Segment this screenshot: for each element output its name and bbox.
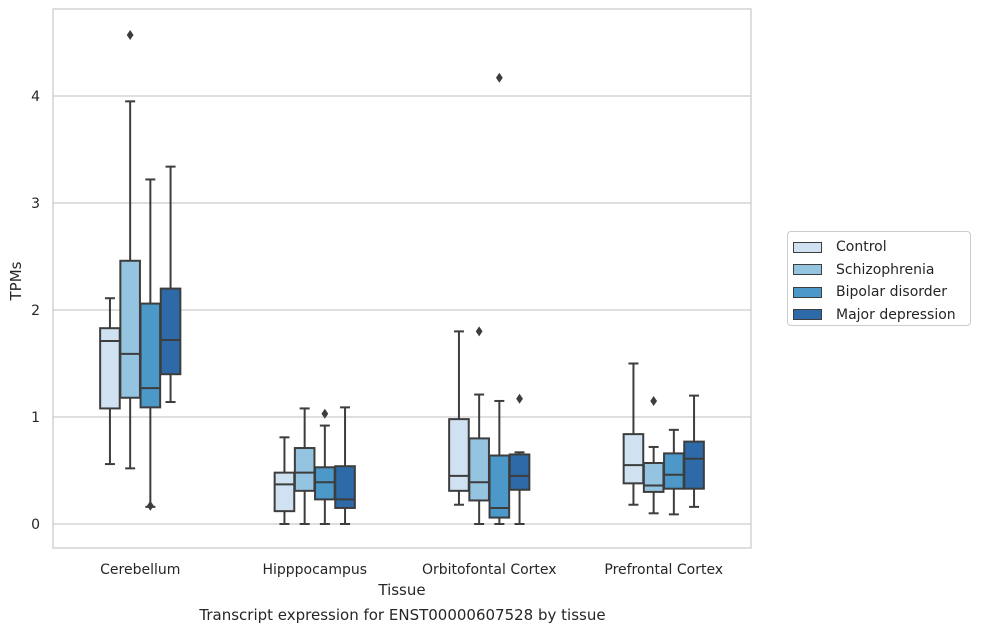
- box-groups: [99, 30, 705, 525]
- x-tick-label: Prefrontal Cortex: [604, 562, 723, 578]
- legend-swatch: [793, 264, 822, 276]
- box-control: [448, 330, 470, 506]
- outlier-marker: [126, 30, 134, 41]
- legend-swatch: [793, 286, 822, 298]
- outlier-marker: [321, 408, 329, 419]
- y-tick-label: 3: [31, 196, 40, 212]
- legend-label: Major depression: [836, 306, 956, 323]
- y-tick-label: 0: [31, 517, 40, 533]
- legend-item: Control: [788, 236, 970, 259]
- box-bipolar-disorder: [488, 72, 511, 525]
- x-tick-label: Cerebellum: [100, 562, 180, 578]
- outlier-marker: [495, 72, 503, 83]
- box-body: [119, 259, 141, 399]
- box-body: [139, 302, 162, 409]
- legend-swatch: [793, 309, 822, 321]
- legend-label: Schizophrenia: [836, 261, 935, 278]
- box-body: [642, 462, 665, 493]
- box-major-depression: [508, 393, 531, 525]
- outlier-marker: [650, 395, 658, 406]
- plot-frame: [52, 8, 752, 549]
- chart-caption: Transcript expression for ENST0000060752…: [199, 606, 606, 624]
- legend-label: Control: [836, 239, 887, 256]
- box-body: [159, 287, 182, 376]
- legend-swatch: [793, 241, 822, 253]
- box-body: [314, 466, 336, 501]
- legend-item: Major depression: [788, 304, 970, 327]
- box-major-depression: [683, 394, 705, 508]
- box-bipolar-disorder: [139, 178, 162, 511]
- legend-item: Schizophrenia: [788, 259, 970, 282]
- box-bipolar-disorder: [314, 408, 336, 525]
- box-body: [334, 465, 356, 509]
- outlier-marker: [146, 500, 154, 511]
- legend-item: Bipolar disorder: [788, 281, 970, 304]
- box-major-depression: [334, 406, 356, 525]
- box-schizophrenia: [119, 30, 141, 470]
- y-tick-labels: 0 1 2 3 4: [31, 89, 40, 533]
- y-axis-label: TPMs: [7, 261, 25, 301]
- legend: Control Schizophrenia Bipolar disorder Majo…: [787, 231, 971, 326]
- box-control: [99, 297, 121, 466]
- x-tick-label: Hipppocampus: [262, 562, 367, 578]
- box-schizophrenia: [468, 326, 490, 525]
- legend-label: Bipolar disorder: [836, 284, 948, 301]
- box-major-depression: [159, 165, 182, 404]
- box-body: [448, 418, 470, 492]
- outlier-marker: [475, 326, 483, 337]
- x-tick-labels: Cerebellum Hipppocampus Orbitofontal Corte…: [100, 562, 723, 578]
- box-body: [683, 440, 705, 490]
- outlier-marker: [516, 393, 523, 404]
- box-schizophrenia: [293, 407, 316, 525]
- box-body: [468, 437, 490, 502]
- box-control: [622, 362, 645, 506]
- box-body: [293, 447, 316, 492]
- box-schizophrenia: [642, 395, 665, 515]
- y-tick-label: 2: [31, 303, 40, 319]
- box-bipolar-disorder: [663, 428, 685, 516]
- y-tick-label: 4: [31, 89, 40, 105]
- y-tick-label: 1: [31, 410, 40, 426]
- box-control: [273, 436, 296, 525]
- box-body: [508, 453, 531, 491]
- box-body: [663, 452, 685, 490]
- box-body: [622, 433, 645, 485]
- x-axis-label: Tissue: [377, 581, 425, 599]
- box-body: [273, 471, 296, 513]
- x-tick-label: Orbitofontal Cortex: [422, 562, 557, 578]
